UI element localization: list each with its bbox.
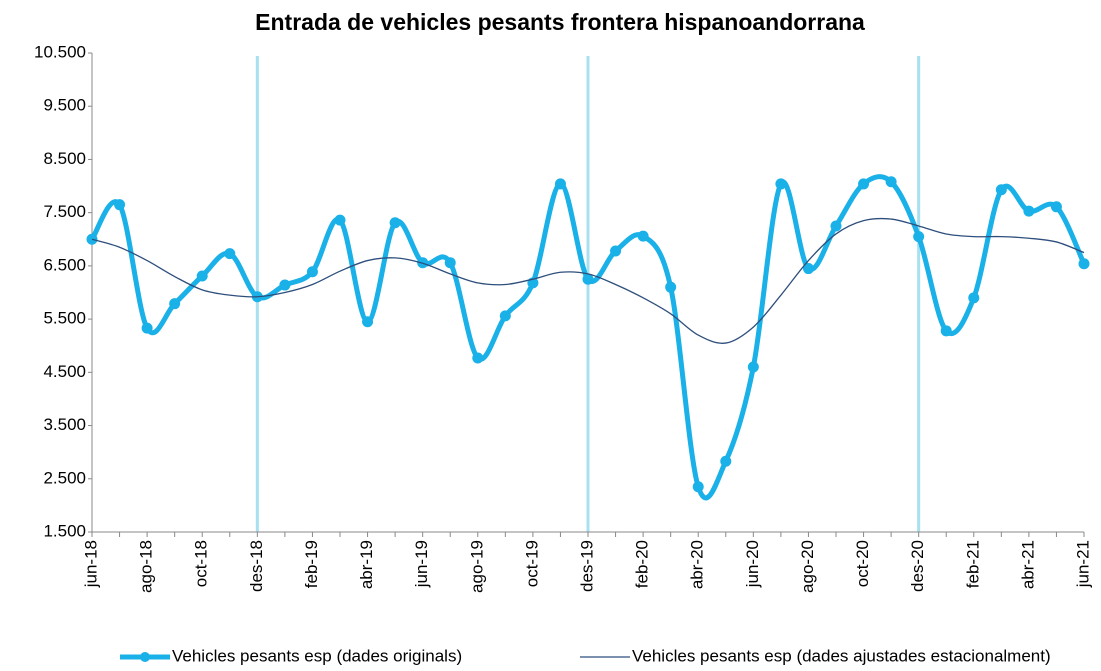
- y-tick-label: 2.500: [43, 468, 86, 487]
- legend-marker: [140, 652, 150, 662]
- data-point: [1078, 258, 1090, 270]
- y-tick-label: 6.500: [43, 255, 86, 274]
- legend-label: Vehicles pesants esp (dades ajustades es…: [632, 646, 1051, 665]
- x-tick-label: abr-21: [1018, 540, 1037, 589]
- x-tick-label: abr-20: [688, 540, 707, 589]
- data-point: [968, 292, 980, 304]
- x-tick-label: feb-20: [633, 540, 652, 588]
- data-point: [279, 279, 291, 291]
- data-point: [885, 176, 897, 188]
- y-tick-label: 5.500: [43, 309, 86, 328]
- x-tick-label: oct-20: [853, 540, 872, 587]
- data-point: [499, 310, 511, 322]
- x-tick-label: abr-19: [357, 540, 376, 589]
- data-point: [389, 217, 401, 229]
- data-point: [665, 281, 677, 293]
- data-point: [637, 230, 649, 242]
- data-point: [913, 231, 925, 243]
- series-line: [91, 217, 1085, 344]
- x-tick-label: feb-19: [302, 540, 321, 588]
- data-point: [362, 316, 374, 328]
- x-tick-label: jun-19: [412, 540, 431, 588]
- x-tick-label: feb-21: [963, 540, 982, 588]
- y-tick-label: 4.500: [43, 362, 86, 381]
- x-tick-label: jun-20: [743, 540, 762, 588]
- legend-label: Vehicles pesants esp (dades originals): [172, 646, 462, 665]
- chart-title: Entrada de vehicles pesants frontera his…: [255, 9, 865, 35]
- data-point: [858, 178, 870, 190]
- x-tick-label: ago-19: [467, 540, 486, 593]
- data-point: [224, 248, 236, 260]
- data-point: [1023, 205, 1035, 217]
- data-point: [747, 361, 759, 373]
- data-point: [610, 245, 622, 257]
- data-point: [995, 184, 1007, 196]
- x-tick-label: oct-19: [522, 540, 541, 587]
- data-point: [830, 220, 842, 232]
- y-tick-label: 8.500: [43, 149, 86, 168]
- y-tick-label: 1.500: [43, 521, 86, 540]
- x-tick-label: des-20: [908, 540, 927, 592]
- x-tick-label: des-18: [247, 540, 266, 592]
- data-point: [940, 325, 952, 337]
- data-point: [554, 178, 566, 190]
- data-point: [775, 178, 787, 190]
- y-tick-label: 3.500: [43, 415, 86, 434]
- x-tick-label: jun-18: [81, 540, 100, 588]
- data-point: [582, 273, 594, 285]
- x-tick-label: oct-18: [192, 540, 211, 587]
- data-point: [802, 263, 814, 275]
- x-tick-label: ago-18: [137, 540, 156, 593]
- y-tick-label: 9.500: [43, 96, 86, 115]
- data-point: [114, 199, 126, 211]
- x-tick-label: des-19: [577, 540, 596, 592]
- data-point: [720, 455, 732, 467]
- data-point: [196, 270, 208, 282]
- y-tick-label: 7.500: [43, 202, 86, 221]
- data-point: [169, 298, 181, 310]
- data-point: [1050, 201, 1062, 213]
- data-point: [306, 266, 318, 278]
- y-tick-label: 10.500: [34, 42, 86, 61]
- data-point: [141, 322, 153, 334]
- data-point: [444, 257, 456, 269]
- data-point: [472, 352, 484, 364]
- x-tick-label: ago-20: [798, 540, 817, 593]
- data-point: [692, 481, 704, 493]
- data-point: [334, 214, 346, 226]
- x-tick-label: jun-21: [1073, 540, 1092, 588]
